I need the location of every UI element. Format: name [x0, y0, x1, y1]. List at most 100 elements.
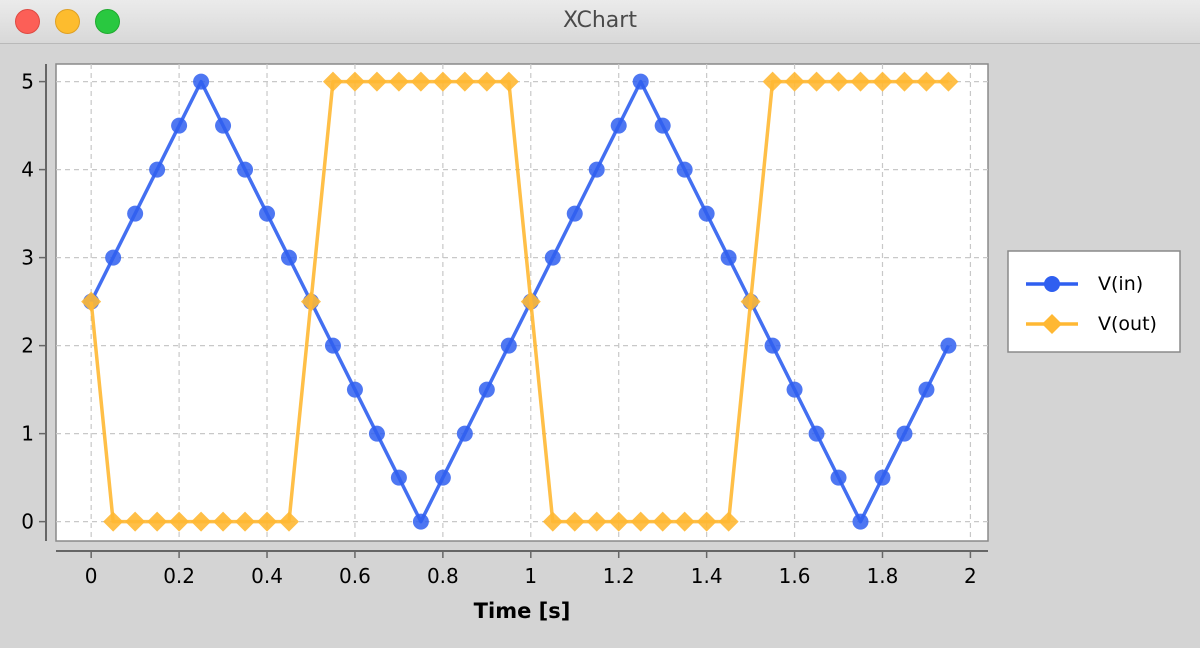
data-point-marker — [344, 71, 365, 92]
data-point-marker — [149, 161, 166, 178]
data-point-marker — [764, 337, 781, 354]
line-chart: 0 1 2 3 4 5 0 0.2 0.4 0.6 0.8 1 1.2 1.4 1.6 1.8 2 Time … — [21, 63, 1181, 623]
data-point-marker — [828, 71, 849, 92]
data-point-marker — [105, 249, 122, 266]
data-point-marker — [388, 71, 409, 92]
data-point-marker — [390, 469, 407, 486]
series-vout — [81, 71, 959, 532]
data-point-marker — [237, 161, 254, 178]
data-point-marker — [498, 71, 519, 92]
data-point-marker — [215, 117, 232, 134]
data-point-marker — [674, 511, 695, 532]
data-point-marker — [896, 425, 913, 442]
data-point-marker — [169, 511, 190, 532]
x-tick-label: 1.8 — [867, 564, 899, 588]
data-point-marker — [235, 511, 256, 532]
x-tick-label: 1.6 — [779, 564, 811, 588]
data-point-marker — [322, 71, 343, 92]
data-point-marker — [940, 337, 957, 354]
data-point-marker — [368, 425, 385, 442]
window-title: XChart — [563, 8, 637, 33]
data-point-marker — [588, 161, 605, 178]
data-point-marker — [718, 511, 739, 532]
data-point-marker — [434, 469, 451, 486]
y-axis-ticks: 0 1 2 3 4 5 — [21, 70, 46, 534]
data-point-marker — [454, 71, 475, 92]
data-point-marker — [632, 73, 649, 90]
legend-swatch-vin — [1026, 276, 1078, 292]
data-point-marker — [916, 71, 937, 92]
data-point-marker — [630, 511, 651, 532]
data-point-marker — [257, 511, 278, 532]
legend-marker — [1044, 276, 1060, 292]
data-point-marker — [698, 205, 715, 222]
data-point-marker — [520, 291, 541, 312]
data-point-marker — [193, 73, 210, 90]
data-point-marker — [366, 71, 387, 92]
data-point-marker — [784, 71, 805, 92]
data-point-marker — [456, 425, 473, 442]
data-point-marker — [432, 71, 453, 92]
data-point-marker — [213, 511, 234, 532]
legend-marker — [1042, 314, 1062, 334]
data-point-marker — [874, 469, 891, 486]
x-tick-label: 2 — [964, 564, 977, 588]
data-point-marker — [918, 381, 935, 398]
series-line — [89, 79, 950, 524]
chart-panel: 0 1 2 3 4 5 0 0.2 0.4 0.6 0.8 1 1.2 1.4 1.6 1.8 2 Time … — [0, 44, 1200, 644]
data-point-marker — [81, 291, 102, 312]
x-tick-label: 1.4 — [691, 564, 723, 588]
minimize-window-button[interactable] — [55, 9, 80, 34]
data-point-marker — [259, 205, 276, 222]
data-point-marker — [346, 381, 363, 398]
data-point-marker — [500, 337, 517, 354]
data-point-marker — [652, 511, 673, 532]
data-point-marker — [808, 425, 825, 442]
data-point-marker — [544, 249, 561, 266]
y-tick-label: 4 — [21, 158, 34, 182]
data-point-marker — [830, 469, 847, 486]
x-tick-label: 1 — [524, 564, 537, 588]
data-point-marker — [786, 381, 803, 398]
series-line — [89, 79, 949, 524]
data-point-marker — [412, 513, 429, 530]
data-point-marker — [171, 117, 188, 134]
data-point-marker — [654, 117, 671, 134]
data-point-marker — [542, 511, 563, 532]
data-point-marker — [476, 71, 497, 92]
data-point-marker — [125, 511, 146, 532]
data-point-marker — [410, 71, 431, 92]
zoom-window-button[interactable] — [95, 9, 120, 34]
y-tick-label: 2 — [21, 334, 34, 358]
data-point-marker — [127, 205, 144, 222]
data-point-marker — [610, 117, 627, 134]
data-point-marker — [740, 291, 761, 312]
data-point-marker — [478, 381, 495, 398]
data-point-marker — [191, 511, 212, 532]
data-point-marker — [938, 71, 959, 92]
data-point-marker — [566, 205, 583, 222]
data-point-marker — [147, 511, 168, 532]
data-point-marker — [324, 337, 341, 354]
data-point-marker — [676, 161, 693, 178]
close-window-button[interactable] — [15, 9, 40, 34]
data-point-marker — [281, 249, 297, 266]
data-point-marker — [696, 511, 717, 532]
y-tick-label: 3 — [21, 246, 34, 270]
x-tick-label: 0.4 — [251, 564, 283, 588]
x-axis-title: Time [s] — [474, 599, 571, 623]
data-point-marker — [300, 291, 321, 312]
data-point-marker — [762, 71, 783, 92]
x-tick-label: 0.6 — [339, 564, 371, 588]
data-point-marker — [103, 511, 124, 532]
data-point-marker — [806, 71, 827, 92]
data-point-marker — [608, 511, 629, 532]
series-group — [81, 71, 959, 532]
x-tick-label: 0.8 — [427, 564, 459, 588]
legend-label-vin: V(in) — [1098, 273, 1143, 295]
data-point-marker — [872, 71, 893, 92]
legend-box — [1007, 250, 1181, 353]
legend-label-vout: V(out) — [1098, 313, 1157, 335]
x-tick-label: 0 — [85, 564, 98, 588]
